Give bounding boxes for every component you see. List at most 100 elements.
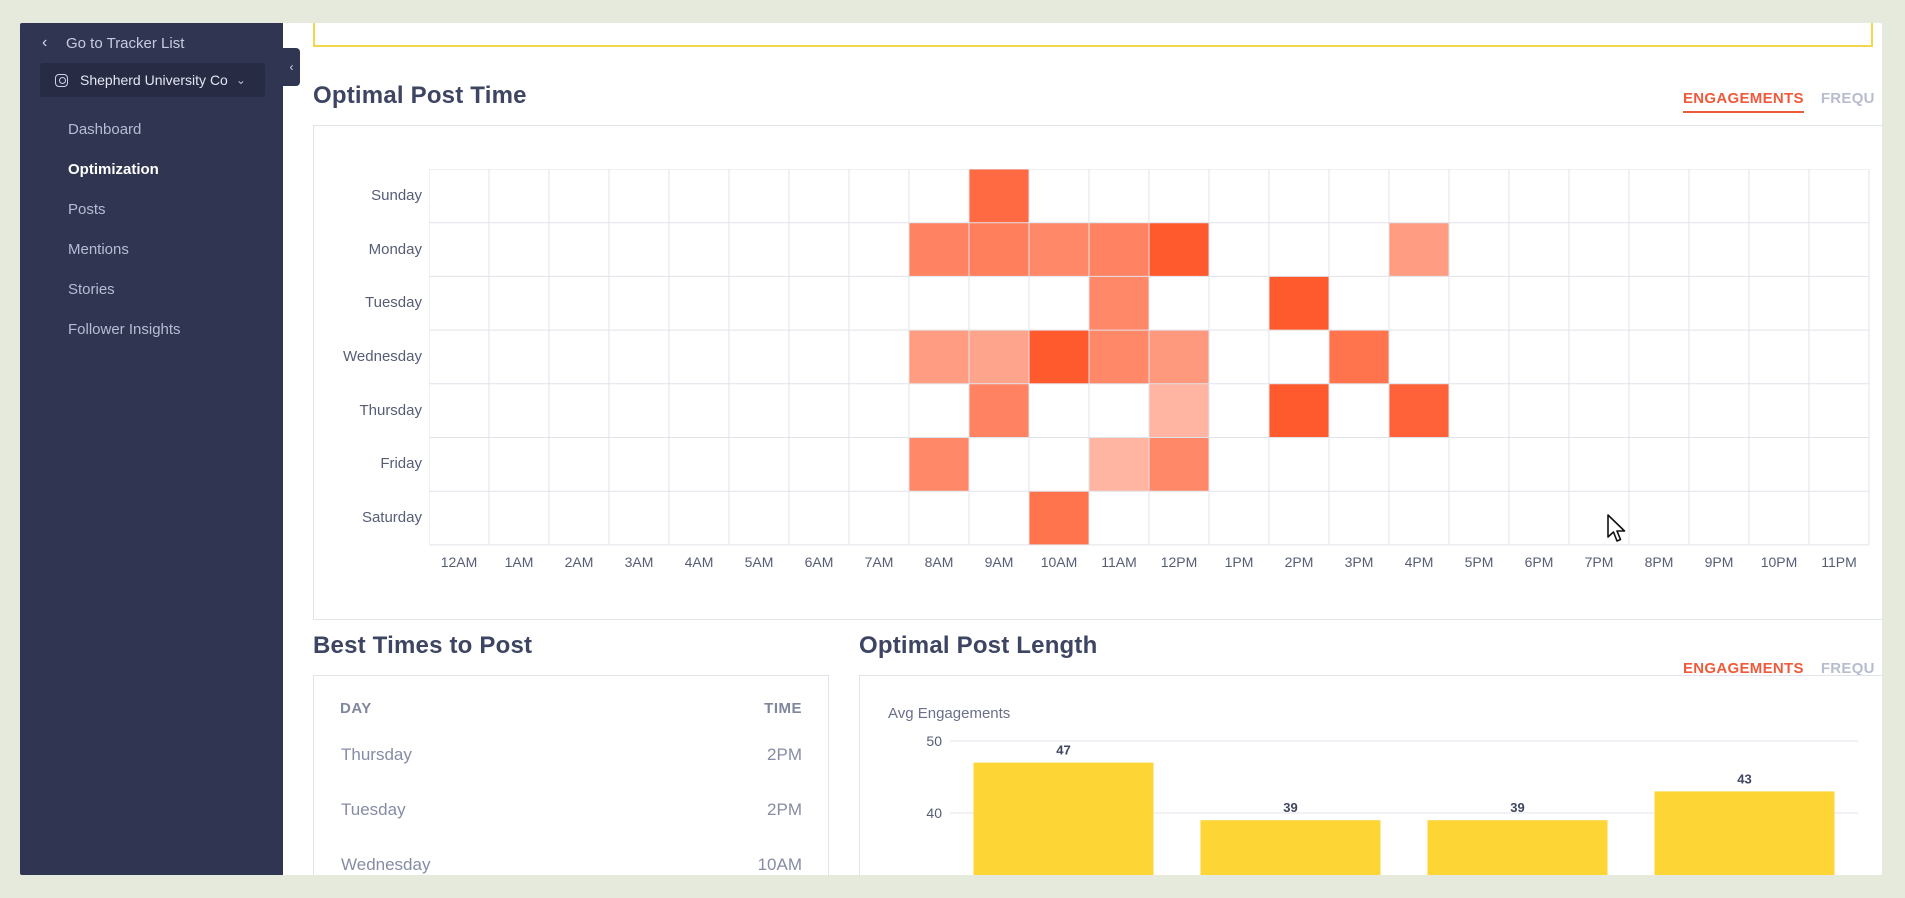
heatmap-column-label: 8PM [1644,553,1674,570]
heatmap-cell-monday-11am [1089,222,1149,277]
y-tick-label: 50 [926,733,942,749]
column-header-day: DAY [340,700,372,717]
chevron-left-icon: ‹ [42,34,48,51]
bar-value-label: 39 [1510,800,1524,815]
heatmap-column-label: 9AM [984,553,1014,570]
bar-value-label: 47 [1056,743,1070,758]
heatmap-column-label: 1PM [1224,553,1254,570]
heatmap-row-label: Tuesday [365,294,422,312]
heatmap-cell-tuesday-2pm [1269,276,1329,331]
heatmap-cell-wednesday-8am [909,330,969,384]
heatmap-row-label: Thursday [359,401,422,419]
heatmap-cell-wednesday-3pm [1329,330,1389,384]
best-times-panel: DAY TIME Thursday 2PM Tuesday 2PM Wednes… [313,675,829,875]
optimal-post-time-title: Optimal Post Time [313,82,527,109]
bar [1654,791,1835,875]
optimal-post-length-title: Optimal Post Length [859,632,1098,659]
sidebar-item-mentions[interactable]: Mentions [68,240,129,258]
heatmap-column-label: 4AM [684,553,714,570]
heatmap-column-label: 11AM [1101,553,1137,570]
heatmap-column-label: 10PM [1760,553,1798,570]
heatmap-column-label: 6AM [804,553,834,570]
heatmap-cell-friday-12pm [1149,437,1209,492]
heatmap-column-label: 12AM [440,553,478,570]
bar-value-label: 39 [1283,800,1297,815]
sidebar-item-posts[interactable]: Posts [68,200,106,218]
table-row-time: 10AM [757,855,802,874]
heatmap-cell-wednesday-11am [1089,330,1149,384]
bar [1427,820,1608,875]
post-length-bar-chart: Avg Engagements 40 50 47 39 39 43 [888,705,1858,875]
table-row-time: 2PM [767,800,802,819]
best-times-title: Best Times to Post [313,632,533,659]
heatmap-cell-monday-9am [969,222,1029,277]
tab-engagements[interactable]: ENGAGEMENTS [1683,90,1804,113]
heatmap-row-label: Wednesday [343,347,422,365]
heatmap-cell-thursday-12pm [1149,383,1209,438]
heatmap-column-label: 6PM [1524,553,1554,570]
heatmap-cell-wednesday-12pm [1149,330,1209,384]
heatmap-column-label: 8AM [924,553,954,570]
mouse-cursor-icon [1607,514,1626,542]
tab-frequency[interactable]: FREQU [1820,660,1875,677]
heatmap-cell-monday-10am [1029,222,1089,277]
heatmap-column-label: 5PM [1464,553,1494,570]
column-header-time: TIME [764,700,802,717]
bar [1200,820,1381,875]
heatmap-cell-monday-12pm [1149,222,1209,277]
heatmap-column-label: 3PM [1344,553,1374,570]
heatmap-cell-monday-8am [909,222,969,277]
heatmap-cell-friday-8am [909,437,969,492]
main-content: Optimal Post Time ENGAGEMENTS FREQU Sund… [283,23,1882,875]
heatmap-column-label: 2PM [1284,553,1314,570]
y-axis-label: Avg Engagements [888,705,1010,722]
heatmap-column-label: 2AM [564,553,594,570]
table-row-day: Thursday [341,745,412,764]
heatmap-cell-monday-4pm [1389,222,1449,277]
chevron-left-icon: ‹ [289,60,294,74]
heatmap-column-label: 11PM [1821,553,1857,570]
sidebar-item-dashboard[interactable]: Dashboard [68,120,142,138]
heatmap-column-label: 3AM [624,553,654,570]
heatmap-cell-thursday-4pm [1389,383,1449,438]
heatmap-cell-sunday-9am [969,169,1029,223]
back-link-label: Go to Tracker List [66,34,185,52]
bar [973,762,1154,875]
instagram-icon [55,73,68,87]
heatmap-chart [429,169,1870,546]
heatmap-cell-saturday-10am [1029,491,1089,545]
optimal-post-time-tabs: ENGAGEMENTS FREQU [1683,90,1882,113]
table-row-time: 2PM [767,745,802,764]
heatmap-cell-wednesday-10am [1029,330,1089,384]
heatmap-row-label: Monday [368,240,422,258]
heatmap-row-label: Sunday [371,186,422,204]
app-window: ‹ Go to Tracker List Shepherd University… [20,23,1882,875]
heatmap-column-label: 1AM [504,553,534,570]
heatmap-column-label: 10AM [1040,553,1078,570]
heatmap-cell-wednesday-9am [969,330,1029,384]
account-name: Shepherd University Co [80,72,228,88]
tab-frequency[interactable]: FREQU [1820,90,1875,107]
heatmap-column-label: 7AM [864,553,894,570]
sidebar-nav: Dashboard Optimization Posts Mentions St… [68,109,181,349]
sidebar-item-stories[interactable]: Stories [68,280,115,298]
sidebar-collapse-button[interactable]: ‹ [283,48,300,86]
heatmap-column-label: 4PM [1404,553,1434,570]
heatmap-column-label: 9PM [1704,553,1734,570]
chevron-down-icon: ⌄ [235,73,246,87]
heatmap-cell-thursday-9am [969,383,1029,438]
heatmap-cell-friday-11am [1089,437,1149,492]
y-tick-label: 40 [926,805,942,821]
account-selector[interactable]: Shepherd University Co ⌄ [40,63,265,97]
sidebar: ‹ Go to Tracker List Shepherd University… [20,23,283,875]
heatmap-column-label: 7PM [1584,553,1614,570]
heatmap-column-label: 5AM [744,553,774,570]
optimal-post-time-panel: Sunday Monday Tuesday Wednesday Thursday Frid… [313,125,1882,620]
previous-panel-bottom [313,23,1873,47]
heatmap-cell-thursday-2pm [1269,383,1329,438]
heatmap-row-label: Friday [380,455,422,473]
sidebar-item-follower-insights[interactable]: Follower Insights [68,320,181,338]
optimal-post-length-panel: Avg Engagements 40 50 47 39 39 43 [859,675,1882,875]
go-to-tracker-list-link[interactable]: ‹ Go to Tracker List [42,31,184,55]
sidebar-item-optimization[interactable]: Optimization [68,160,159,178]
